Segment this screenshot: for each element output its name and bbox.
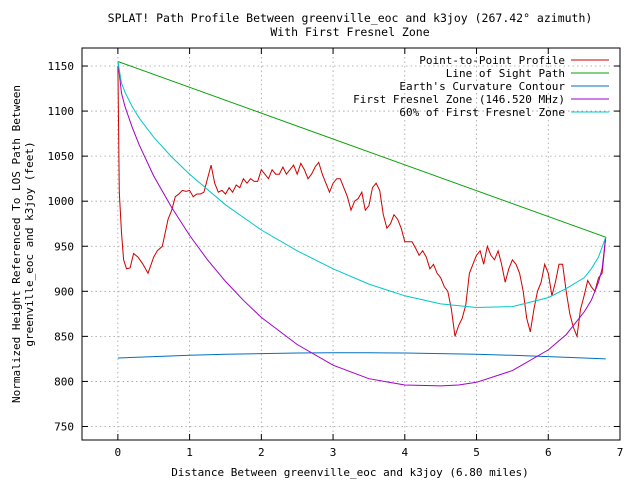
series-line-5 — [117, 61, 607, 309]
x-axis-label: Distance Between greenville_eoc and k3jo… — [171, 466, 529, 479]
axis-ticks: 750 800 850 900 950 1000 1050 1100 1150 0 1 2 3 4 5 6 7 — [48, 48, 624, 459]
x-tick-label: 4 — [401, 446, 408, 459]
y-tick-label: 950 — [54, 240, 74, 253]
x-tick-label: 1 — [186, 446, 193, 459]
y-tick-label: 800 — [54, 375, 74, 388]
x-tick-label: 6 — [545, 446, 552, 459]
legend-label: Line of Sight Path — [446, 67, 565, 80]
series-line-4 — [117, 61, 607, 387]
legend-label: Point-to-Point Profile — [419, 54, 565, 67]
y-axis-label-line-2: greenville_eoc and k3joy (feet) — [23, 141, 36, 346]
x-tick-label: 5 — [473, 446, 480, 459]
series-layer — [117, 61, 607, 387]
y-tick-label: 1150 — [48, 60, 75, 73]
y-tick-label: 850 — [54, 330, 74, 343]
series-line-3 — [117, 352, 606, 360]
plot-frame — [81, 47, 621, 441]
chart-title-line-2: With First Fresnel Zone — [270, 25, 429, 39]
y-axis-label-line-1: Normalized Height Referenced To LOS Path… — [10, 85, 23, 403]
x-tick-label: 0 — [115, 446, 122, 459]
y-tick-label: 1050 — [48, 150, 75, 163]
x-tick-label: 3 — [330, 446, 337, 459]
series-line-1 — [117, 65, 607, 339]
legend-label: Earth's Curvature Contour — [399, 80, 565, 93]
y-tick-label: 1100 — [48, 105, 75, 118]
legend-label: First Fresnel Zone (146.520 MHz) — [353, 93, 565, 106]
chart-title-line-1: SPLAT! Path Profile Between greenville_e… — [108, 11, 593, 25]
series-line-2 — [117, 61, 606, 238]
x-tick-label: 2 — [258, 446, 265, 459]
x-tick-label: 7 — [617, 446, 624, 459]
y-tick-label: 1000 — [48, 195, 75, 208]
y-tick-label: 750 — [54, 420, 74, 433]
legend-label: 60% of First Fresnel Zone — [399, 106, 565, 119]
y-tick-label: 900 — [54, 285, 74, 298]
